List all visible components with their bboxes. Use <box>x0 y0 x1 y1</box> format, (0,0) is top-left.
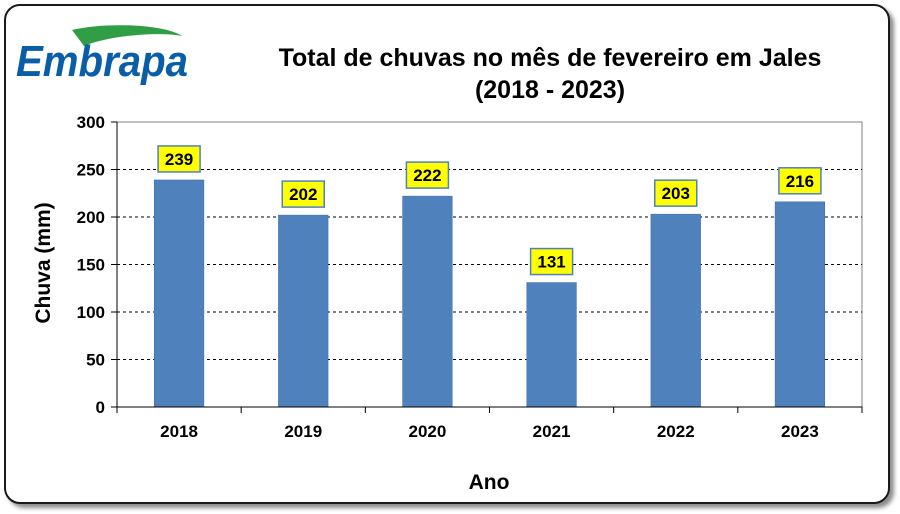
chart-title-line1: Total de chuvas no mês de fevereiro em J… <box>278 44 822 72</box>
bar-2021 <box>526 282 577 408</box>
chart-title-line2: (2018 - 2023) <box>474 76 626 104</box>
y-axis-title: Chuva (mm) <box>32 202 55 323</box>
data-label: 203 <box>662 184 690 203</box>
gridlines <box>116 121 863 408</box>
bar-2022 <box>650 213 701 408</box>
y-tick-label: 200 <box>77 208 105 227</box>
bar-2019 <box>278 214 329 408</box>
data-label-box <box>405 161 450 189</box>
data-label: 222 <box>413 166 441 185</box>
bar-2018 <box>154 179 205 408</box>
y-tick-label: 0 <box>96 398 105 417</box>
y-tick-label: 150 <box>77 256 105 275</box>
data-label: 239 <box>165 150 193 169</box>
y-tick-label: 50 <box>86 351 105 370</box>
embrapa-logo: Embrapa <box>16 25 188 86</box>
x-tick-label: 2023 <box>781 422 819 441</box>
axes: 0 50 100 150 200 250 300 2018 2019 2020 2021 2022 20… <box>77 113 863 441</box>
data-label-box <box>157 145 201 173</box>
x-tick-label: 2018 <box>160 422 198 441</box>
data-label-box <box>654 179 698 207</box>
chart-title: Total de chuvas no mês de fevereiro em J… <box>230 42 870 106</box>
bar-2020 <box>402 195 453 408</box>
data-labels: 239 202 222 131 203 216 <box>157 145 822 276</box>
x-axis-title: Ano <box>469 471 510 494</box>
logo-text: Embrapa <box>16 37 188 86</box>
data-label: 202 <box>289 185 317 204</box>
logo-leaf <box>72 25 182 46</box>
x-tick-label: 2021 <box>533 422 571 441</box>
bar-2023 <box>774 201 825 408</box>
data-label-box <box>778 167 822 195</box>
x-tick-label: 2022 <box>657 422 695 441</box>
data-label-box <box>281 180 325 208</box>
data-label: 216 <box>786 172 814 191</box>
data-label: 131 <box>537 253 565 272</box>
y-tick-label: 250 <box>77 161 105 180</box>
x-tick-label: 2019 <box>284 422 322 441</box>
x-tick-label: 2020 <box>409 422 447 441</box>
bars <box>154 179 825 408</box>
y-tick-label: 100 <box>77 303 105 322</box>
data-label-box <box>529 247 574 276</box>
y-tick-label: 300 <box>77 113 105 132</box>
